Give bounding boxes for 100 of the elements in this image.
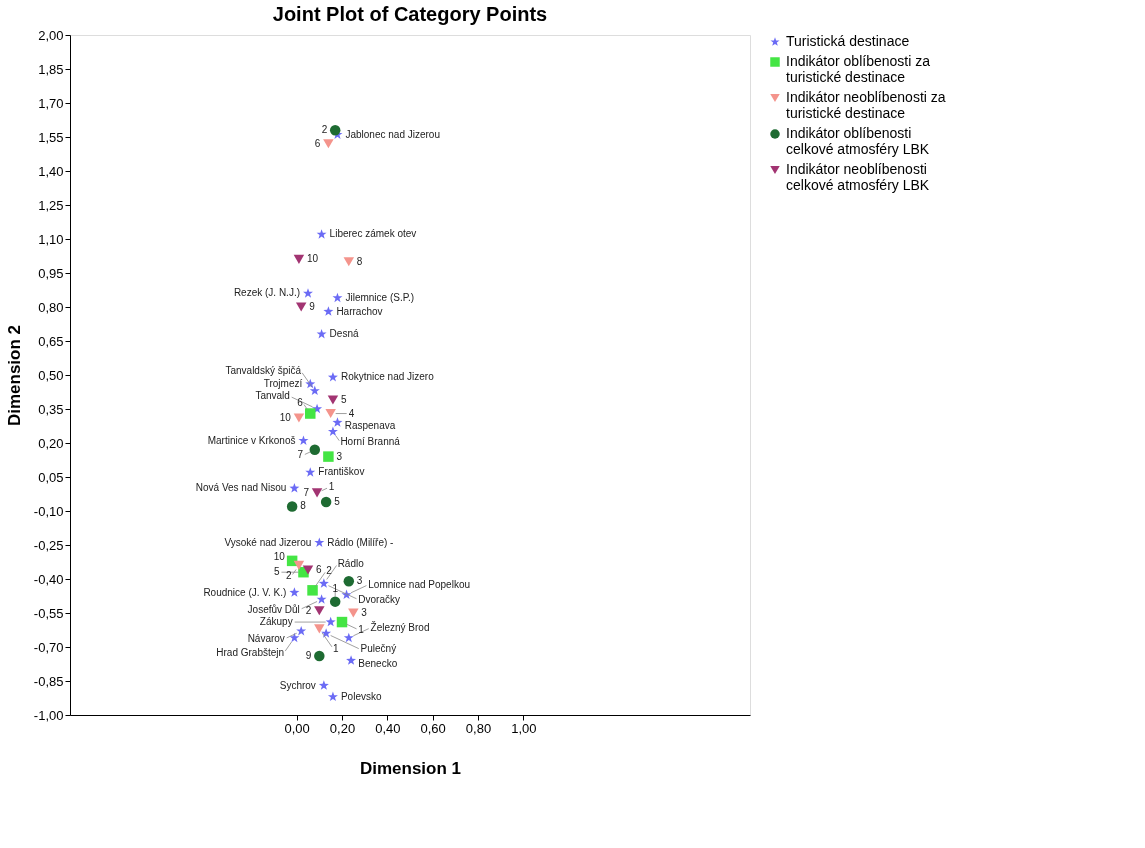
point — [348, 608, 359, 618]
annotation: Raspenava — [344, 419, 396, 431]
y-tick-label: 1,85 — [38, 61, 64, 77]
x-axis-title: Dimension 1 — [359, 758, 462, 778]
annotation: Zákupy — [259, 616, 293, 628]
annotation: 6 — [314, 137, 321, 149]
annotation: 2 — [326, 564, 333, 576]
x-tick-label: 0,60 — [420, 720, 446, 736]
annotation: Jablonec nad Jizerou — [345, 128, 440, 140]
annotation: 1 — [333, 642, 340, 654]
point — [316, 328, 327, 339]
annotation: Horní Branná — [340, 436, 401, 448]
annotation: 7 — [297, 449, 304, 461]
y-tick-label: 0,50 — [38, 367, 64, 383]
y-tick-label: 0,35 — [38, 401, 64, 417]
legend-label: Indikátor neoblíbenosti za turistické destinace — [786, 89, 946, 121]
legend-label: Indikátor neoblíbenosti celkové atmosféry LBK — [786, 161, 930, 193]
point — [314, 606, 325, 616]
y-tick-label: 1,10 — [38, 231, 64, 247]
y-tick-label: 1,70 — [38, 95, 64, 111]
point — [327, 426, 338, 436]
annotation: 8 — [356, 255, 363, 267]
annotation: Pulečný — [360, 643, 397, 655]
annotation: 5 — [334, 495, 341, 507]
annotation: 5 — [273, 566, 280, 578]
y-tick-label: 1,25 — [38, 197, 64, 213]
annotation: 5 — [340, 393, 347, 405]
y-tick-label: -0,70 — [33, 639, 64, 655]
annotation: Trojmezí — [263, 378, 303, 390]
point — [309, 444, 321, 456]
point — [327, 691, 338, 702]
point — [318, 578, 329, 588]
annotation: Tanvaldský špičá — [225, 365, 302, 377]
annotation: Jilemnice (S.P.) — [345, 291, 415, 303]
point — [332, 292, 343, 303]
point — [295, 302, 307, 312]
point — [289, 632, 300, 643]
annotation: Rádlo (Milíře) - — [327, 536, 394, 548]
x-tick-label: 1,00 — [511, 720, 537, 736]
point — [316, 229, 327, 239]
point — [336, 616, 348, 628]
annotation: Vysoké nad Jizerou — [224, 536, 312, 548]
annotation: Františkov — [318, 466, 365, 478]
annotation: 7 — [303, 486, 310, 498]
annotation: Desná — [329, 328, 359, 340]
annotation: Nová Ves nad Nisou — [195, 482, 287, 494]
point — [314, 624, 325, 634]
point — [293, 254, 305, 264]
annotation: 10 — [306, 253, 319, 265]
y-tick-label: -0,85 — [33, 673, 64, 689]
annotation: Rádlo — [337, 557, 365, 569]
annotation: Polevsko — [340, 690, 382, 702]
point — [314, 537, 325, 547]
annotation: Železný Brod — [370, 620, 430, 633]
point — [332, 417, 343, 427]
annotation: 3 — [361, 607, 368, 618]
annotation: 1 — [358, 623, 365, 635]
point — [293, 413, 305, 423]
y-tick-label: -0,25 — [33, 537, 64, 553]
annotation: Návarov — [247, 632, 285, 644]
annotation: 6 — [297, 396, 304, 408]
annotation: 2 — [285, 570, 292, 582]
x-tick-label: 0,40 — [375, 720, 401, 736]
point — [307, 585, 318, 596]
point — [289, 483, 300, 493]
annotation: Rezek (J. N.J.) — [233, 287, 300, 299]
y-tick-label: 2,00 — [38, 27, 64, 43]
point — [289, 587, 300, 597]
annotation: 1 — [328, 481, 335, 493]
point — [302, 565, 314, 575]
x-tick-label: 0,20 — [329, 720, 356, 736]
point — [329, 124, 341, 136]
point — [343, 257, 355, 267]
annotation: 9 — [305, 650, 312, 662]
annotation: 4 — [348, 407, 355, 419]
x-tick-label: 0,00 — [284, 720, 310, 736]
y-tick-label: 0,95 — [38, 265, 64, 281]
point — [318, 680, 329, 690]
annotation: Martinice v Krkonoš — [207, 434, 296, 446]
point — [314, 650, 325, 662]
annotation: 1 — [332, 582, 339, 594]
point — [320, 496, 332, 508]
annotation: 9 — [309, 301, 316, 312]
point — [323, 451, 334, 462]
annotation: 3 — [336, 450, 343, 462]
legend-label: Indikátor oblíbenosti celkové atmosféry LBK — [786, 125, 930, 157]
y-tick-label: 0,20 — [38, 435, 64, 451]
legend-label: Indikátor oblíbenosti za turistické destinace — [786, 53, 931, 85]
y-tick-label: -0,40 — [33, 571, 64, 587]
point — [325, 408, 336, 419]
annotation: Benecko — [358, 657, 398, 669]
annotation: Rokytnice nad Jizero — [340, 371, 435, 383]
annotation: Josefův Důl — [247, 603, 300, 615]
point — [286, 501, 298, 512]
point — [293, 560, 305, 570]
y-tick-label: 1,40 — [38, 163, 64, 179]
point — [309, 385, 320, 396]
annotation: Sychrov — [279, 679, 316, 691]
x-tick-label: 0,80 — [465, 720, 492, 736]
y-tick-label: -0,10 — [33, 503, 64, 519]
